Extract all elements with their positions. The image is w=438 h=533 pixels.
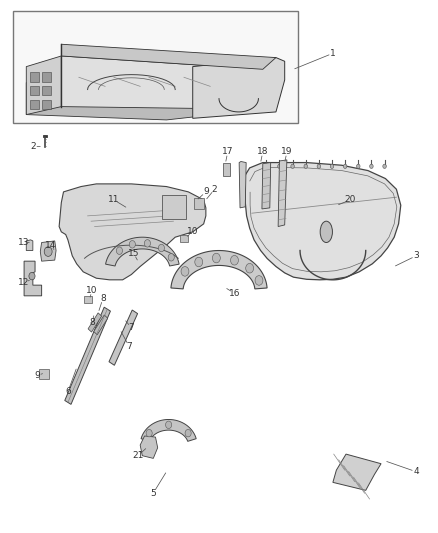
Text: 10: 10 — [187, 228, 198, 236]
Text: 21: 21 — [132, 451, 144, 460]
Circle shape — [168, 254, 174, 261]
Polygon shape — [59, 184, 206, 280]
Text: 14: 14 — [45, 241, 56, 249]
Circle shape — [29, 272, 35, 280]
Text: 17: 17 — [222, 148, 233, 156]
Polygon shape — [278, 160, 287, 227]
Circle shape — [291, 164, 294, 168]
Text: 12: 12 — [18, 278, 30, 287]
Circle shape — [129, 240, 135, 248]
Polygon shape — [262, 163, 271, 209]
Circle shape — [246, 263, 254, 273]
Text: 6: 6 — [65, 387, 71, 396]
Polygon shape — [94, 315, 108, 335]
Polygon shape — [333, 454, 381, 490]
Polygon shape — [243, 163, 401, 280]
Bar — [30, 72, 39, 82]
Circle shape — [304, 164, 307, 168]
Circle shape — [330, 164, 334, 168]
Circle shape — [212, 253, 220, 263]
Text: 8: 8 — [100, 294, 106, 303]
Bar — [42, 100, 51, 109]
Bar — [180, 235, 188, 242]
Text: 15: 15 — [128, 249, 139, 257]
Bar — [84, 296, 92, 303]
Circle shape — [185, 430, 191, 437]
Circle shape — [117, 247, 123, 254]
Polygon shape — [171, 251, 267, 289]
Text: 18: 18 — [257, 148, 268, 156]
Ellipse shape — [320, 221, 332, 243]
Bar — [42, 86, 51, 95]
Text: 10: 10 — [86, 286, 98, 295]
Bar — [30, 100, 39, 109]
Bar — [13, 11, 298, 123]
Bar — [194, 198, 204, 209]
Polygon shape — [24, 261, 42, 296]
Circle shape — [195, 257, 203, 267]
Bar — [162, 195, 186, 219]
Polygon shape — [26, 240, 33, 251]
Text: 19: 19 — [281, 148, 293, 156]
Polygon shape — [26, 77, 263, 120]
Bar — [42, 72, 51, 82]
Polygon shape — [141, 419, 196, 441]
Text: 9: 9 — [34, 372, 40, 380]
Text: 2: 2 — [212, 185, 217, 193]
Text: 4: 4 — [413, 467, 419, 476]
Polygon shape — [88, 313, 102, 332]
Text: 9: 9 — [203, 188, 209, 196]
Circle shape — [255, 276, 263, 285]
Text: 8: 8 — [89, 318, 95, 327]
Circle shape — [145, 240, 151, 247]
Circle shape — [166, 421, 172, 429]
Bar — [30, 86, 39, 95]
Circle shape — [146, 430, 152, 437]
Circle shape — [357, 164, 360, 168]
Circle shape — [230, 255, 238, 265]
Polygon shape — [109, 310, 138, 365]
Circle shape — [181, 266, 189, 276]
Polygon shape — [106, 237, 179, 266]
Text: 11: 11 — [108, 196, 120, 204]
Polygon shape — [61, 56, 263, 109]
Polygon shape — [26, 56, 61, 115]
Text: 7: 7 — [128, 324, 134, 332]
Text: 1: 1 — [330, 49, 336, 58]
Text: 3: 3 — [413, 252, 419, 260]
Circle shape — [370, 164, 373, 168]
Circle shape — [278, 164, 281, 168]
Polygon shape — [193, 58, 285, 118]
Polygon shape — [140, 436, 158, 458]
Polygon shape — [239, 161, 246, 208]
Text: 7: 7 — [126, 342, 132, 351]
Circle shape — [44, 247, 52, 256]
Text: 13: 13 — [18, 238, 30, 247]
Text: 20: 20 — [345, 196, 356, 204]
Circle shape — [343, 164, 347, 168]
Circle shape — [383, 164, 386, 168]
Circle shape — [265, 164, 268, 168]
Polygon shape — [40, 241, 56, 261]
Bar — [39, 369, 49, 379]
Text: 5: 5 — [150, 489, 156, 497]
Polygon shape — [65, 307, 110, 405]
Circle shape — [158, 244, 164, 252]
Circle shape — [317, 164, 321, 168]
Polygon shape — [223, 163, 230, 176]
Text: 2: 2 — [30, 142, 35, 151]
Text: 16: 16 — [229, 289, 240, 297]
Polygon shape — [61, 44, 276, 69]
